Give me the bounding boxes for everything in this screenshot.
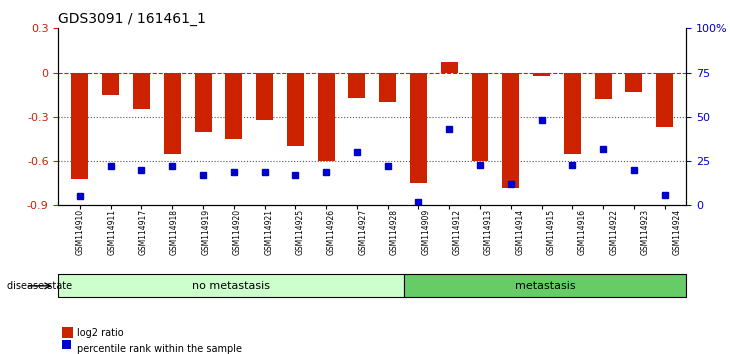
Text: GSM114925: GSM114925 xyxy=(296,209,304,255)
Bar xyxy=(164,73,181,154)
Text: GSM114918: GSM114918 xyxy=(170,209,179,255)
Text: GSM114923: GSM114923 xyxy=(641,209,650,255)
Bar xyxy=(318,73,334,161)
Text: no metastasis: no metastasis xyxy=(192,281,270,291)
Text: GSM114915: GSM114915 xyxy=(547,209,556,255)
Bar xyxy=(256,73,273,120)
Bar xyxy=(410,73,427,183)
Text: disease state: disease state xyxy=(7,281,72,291)
Text: log2 ratio: log2 ratio xyxy=(77,328,123,338)
Bar xyxy=(195,73,212,132)
Text: metastasis: metastasis xyxy=(515,281,575,291)
Text: GSM114928: GSM114928 xyxy=(390,209,399,255)
Bar xyxy=(226,73,242,139)
Text: GSM114922: GSM114922 xyxy=(610,209,618,255)
Bar xyxy=(472,73,488,161)
Text: GSM114927: GSM114927 xyxy=(358,209,367,255)
Bar xyxy=(133,73,150,109)
Text: GSM114913: GSM114913 xyxy=(484,209,493,255)
Text: GSM114926: GSM114926 xyxy=(327,209,336,255)
Text: GSM114920: GSM114920 xyxy=(233,209,242,255)
Text: percentile rank within the sample: percentile rank within the sample xyxy=(77,344,242,354)
Text: GSM114917: GSM114917 xyxy=(139,209,147,255)
Text: GSM114924: GSM114924 xyxy=(672,209,681,255)
Text: GSM114914: GSM114914 xyxy=(515,209,524,255)
Text: GSM114912: GSM114912 xyxy=(453,209,461,255)
Bar xyxy=(533,73,550,75)
Bar xyxy=(72,73,88,179)
Bar xyxy=(564,73,581,154)
Text: GSM114919: GSM114919 xyxy=(201,209,210,255)
Bar xyxy=(656,73,673,127)
Text: GDS3091 / 161461_1: GDS3091 / 161461_1 xyxy=(58,12,207,26)
Bar xyxy=(379,73,396,102)
Text: GSM114910: GSM114910 xyxy=(76,209,85,255)
Bar xyxy=(441,62,458,73)
Bar xyxy=(626,73,642,92)
Bar xyxy=(348,73,366,98)
Text: GSM114909: GSM114909 xyxy=(421,209,430,255)
Bar xyxy=(287,73,304,146)
Bar xyxy=(102,73,119,95)
Bar xyxy=(502,73,519,188)
Text: GSM114916: GSM114916 xyxy=(578,209,587,255)
Text: GSM114921: GSM114921 xyxy=(264,209,273,255)
Bar xyxy=(595,73,612,99)
Text: GSM114911: GSM114911 xyxy=(107,209,116,255)
